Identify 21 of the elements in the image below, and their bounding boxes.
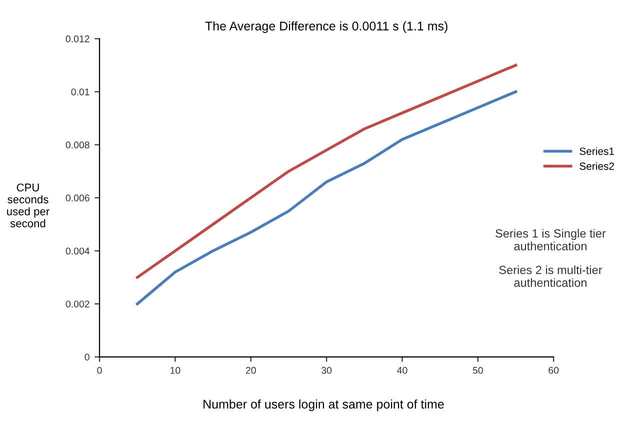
annotation: Series 1 is Single tier authentication bbox=[496, 228, 606, 250]
x-tick-label: 0 bbox=[97, 366, 102, 374]
y-tick-label: 0.004 bbox=[66, 248, 90, 254]
legend-label: Series2 bbox=[580, 162, 614, 170]
y-tick-label: 0.006 bbox=[66, 194, 90, 202]
y-tick-label: 0.01 bbox=[71, 88, 90, 96]
x-tick-label: 50 bbox=[472, 366, 483, 374]
chart-title: The Average Difference is 0.0011 s (1.1 ms) bbox=[205, 21, 448, 33]
y-axis-title: CPU seconds used per second bbox=[7, 184, 50, 228]
x-tick-label: 60 bbox=[548, 366, 559, 374]
x-tick-label: 30 bbox=[322, 366, 332, 374]
annotation: Series 2 is multi-tier authentication bbox=[499, 265, 602, 287]
x-tick-label: 40 bbox=[397, 366, 408, 374]
x-axis-title: Number of users login at same point of time bbox=[204, 399, 444, 412]
legend-label: Series1 bbox=[580, 147, 614, 155]
y-tick-label: 0 bbox=[84, 354, 90, 361]
x-tick-label: 20 bbox=[246, 366, 256, 374]
y-tick-label: 0.012 bbox=[66, 35, 90, 42]
y-tick-label: 0.002 bbox=[66, 300, 90, 308]
y-tick-label: 0.008 bbox=[66, 142, 90, 148]
x-tick-label: 10 bbox=[170, 366, 180, 374]
